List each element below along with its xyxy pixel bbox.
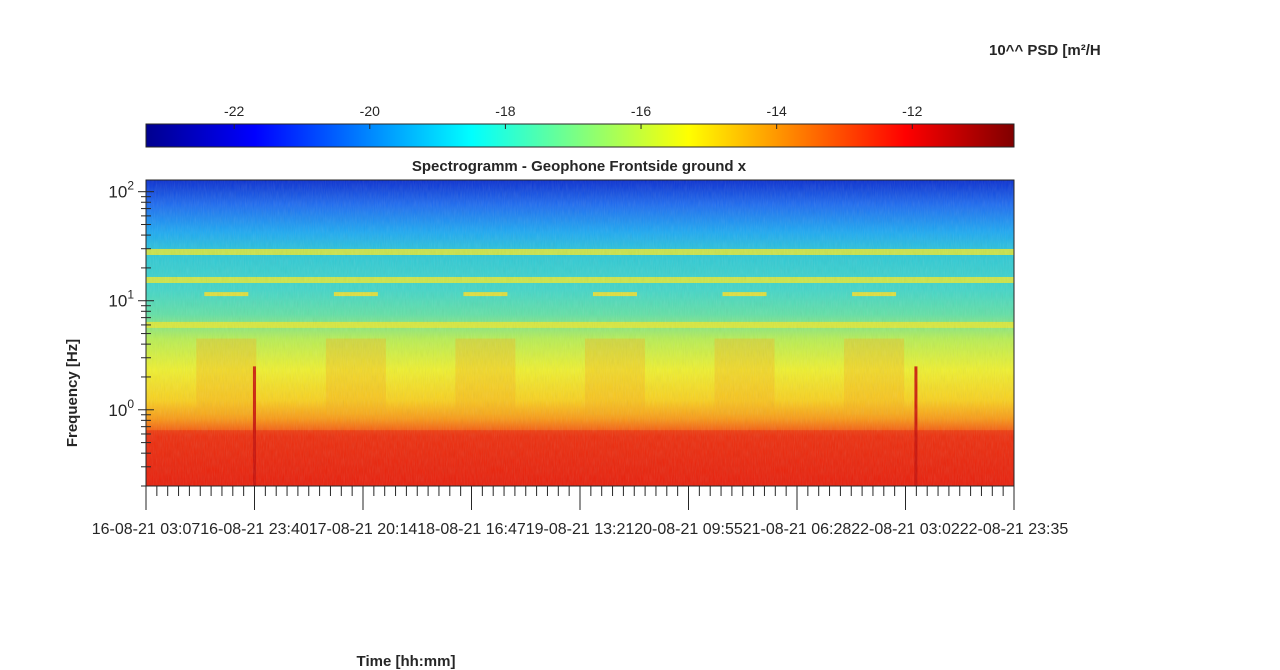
x-tick-label: 18-08-21 16:47 — [417, 521, 526, 538]
colorbar: -22 -20 -18 -16 -14 -12 — [145, 103, 1015, 148]
y-axis: 100 101 102 — [108, 179, 154, 487]
colorbar-label: 10^^ PSD [m²/H — [989, 42, 1101, 59]
x-axis-label: Time [hh:mm] — [357, 653, 456, 670]
colorbar-ticks: -22 -20 -18 -16 -14 -12 — [224, 103, 923, 129]
colorbar-tick-label: -12 — [902, 103, 922, 119]
x-tick-label: 19-08-21 13:21 — [526, 521, 635, 538]
colorbar-gradient — [145, 123, 1015, 148]
colorbar-tick-label: -16 — [631, 103, 651, 119]
y-tick-label: 101 — [108, 288, 134, 311]
colorbar-tick-label: -20 — [360, 103, 380, 119]
y-tick-label: 102 — [108, 179, 134, 202]
x-tick-label: 17-08-21 20:14 — [309, 521, 418, 538]
x-tick-label: 21-08-21 06:28 — [743, 521, 852, 538]
x-tick-label: 16-08-21 03:07 — [92, 521, 201, 538]
colorbar-tick-label: -22 — [224, 103, 244, 119]
x-tick-label: 22-08-21 23:35 — [960, 521, 1069, 538]
x-axis: 16-08-21 03:07 16-08-21 23:40 17-08-21 20:… — [92, 486, 1069, 538]
spectrogram-noise — [146, 180, 1014, 486]
chart-title: Spectrogramm - Geophone Frontside ground… — [412, 158, 747, 175]
colorbar-tick-label: -14 — [767, 103, 787, 119]
plot-area — [146, 180, 1014, 486]
y-tick-label: 100 — [108, 397, 134, 420]
colorbar-tick-label: -18 — [495, 103, 515, 119]
x-tick-label: 20-08-21 09:55 — [634, 521, 743, 538]
x-tick-label: 22-08-21 03:02 — [851, 521, 960, 538]
x-tick-label: 16-08-21 23:40 — [200, 521, 309, 538]
y-axis-label: Frequency [Hz] — [64, 339, 81, 447]
